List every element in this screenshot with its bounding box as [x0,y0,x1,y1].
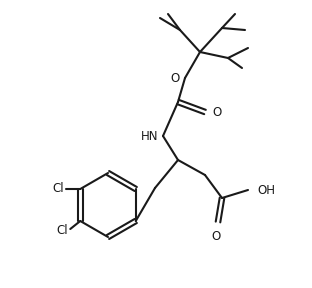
Text: Cl: Cl [53,183,64,196]
Text: O: O [171,71,180,84]
Text: O: O [211,230,221,243]
Text: Cl: Cl [57,225,68,238]
Text: HN: HN [140,130,158,143]
Text: OH: OH [257,183,275,196]
Text: O: O [212,105,221,118]
